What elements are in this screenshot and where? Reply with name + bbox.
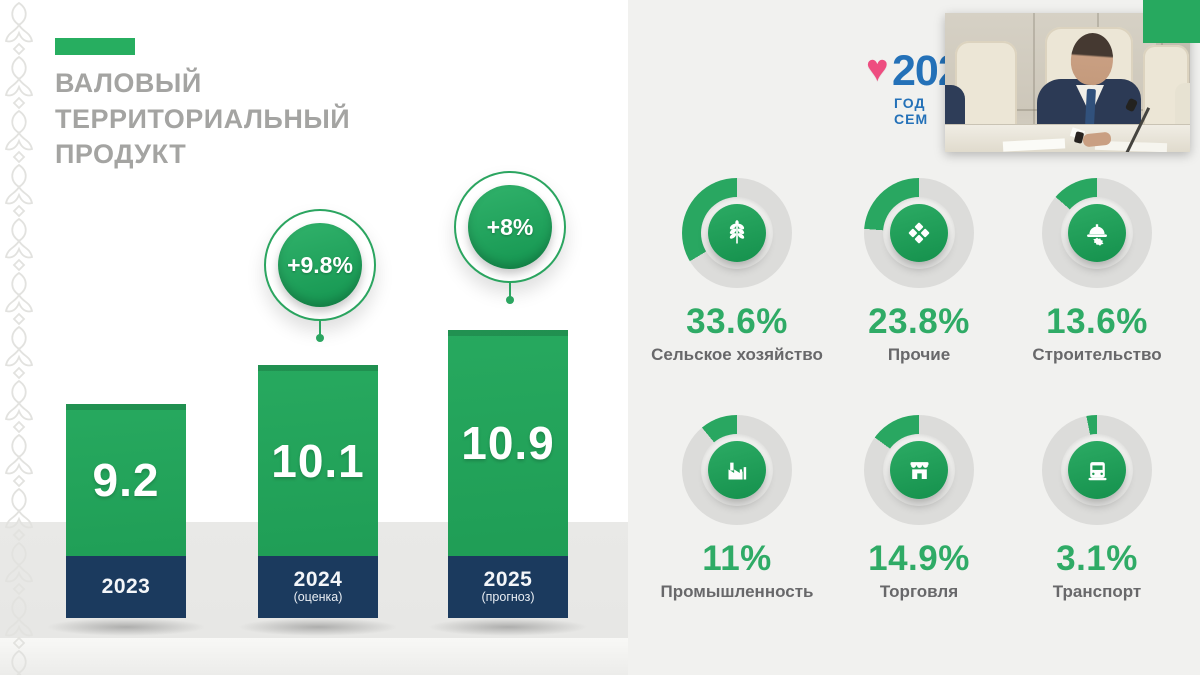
helmet-gear-icon: [1068, 204, 1126, 262]
sector-label: Прочие: [887, 345, 951, 364]
badge-dot: [506, 296, 514, 304]
bar-shadow: [46, 618, 206, 636]
sector-card-trade: 14.9% Торговля: [824, 415, 1014, 602]
sector-percent: 23.8%: [868, 302, 970, 341]
sector-label: Транспорт: [1052, 582, 1142, 601]
donut-hole: [883, 197, 955, 269]
speaker-tie: [1085, 88, 1096, 126]
sector-card-agriculture: 33.6% Сельское хозяйство: [642, 178, 832, 365]
donut-hole: [701, 434, 773, 506]
bar-shadow: [428, 618, 588, 636]
badge-value: +9.8%: [287, 251, 353, 278]
wall-seam: [1033, 13, 1035, 126]
page-title: ВАЛОВЫЙ ТЕРРИТОРИАЛЬНЫЙ ПРОДУКТ: [55, 66, 350, 173]
sector-percent: 3.1%: [1056, 539, 1138, 578]
bar-note: (оценка): [293, 590, 343, 605]
bar-note: (прогноз): [481, 590, 535, 605]
donut-chart-agriculture: [682, 178, 792, 288]
badge-dot: [316, 334, 324, 342]
donut-chart-others: [864, 178, 974, 288]
growth-badge-2024: +9.8%: [264, 209, 376, 342]
growth-badge-2025: +8%: [454, 171, 566, 304]
page-title-line: ТЕРРИТОРИАЛЬНЫЙ: [55, 103, 351, 134]
donut-chart-transport: [1042, 415, 1152, 525]
factory-icon: [708, 441, 766, 499]
bar-value: 9.2: [92, 454, 160, 506]
webcam-video: [945, 13, 1190, 152]
page-title-line: ВАЛОВЫЙ: [55, 68, 202, 98]
badge-circle: +8%: [454, 171, 566, 283]
bar-group-2023: 9.2 2023: [66, 404, 186, 618]
badge-inner: +9.8%: [278, 223, 362, 307]
bar-value: 10.9: [461, 417, 555, 469]
donut-chart-trade: [864, 415, 974, 525]
bar-base: 2025 (прогноз): [448, 556, 568, 618]
logo-number: 202: [892, 47, 962, 95]
page-title-line: ПРОДУКТ: [55, 139, 187, 170]
sector-percent: 13.6%: [1046, 302, 1148, 341]
shop-icon: [890, 441, 948, 499]
donut-chart-construction: [1042, 178, 1152, 288]
family-year-logo: ♥ 202 ГОД СЕМ: [866, 47, 962, 128]
office-chair: [955, 41, 1017, 137]
sector-card-construction: 13.6% Строительство: [1002, 178, 1192, 365]
bar-year: 2024: [293, 568, 343, 592]
truck-icon: [1068, 441, 1126, 499]
sector-percent: 11%: [702, 539, 772, 578]
bar-year: 2023: [101, 574, 151, 598]
bar-2023: 9.2 2023: [66, 404, 186, 618]
bar-year: 2025: [483, 568, 533, 592]
wheat-icon: [708, 204, 766, 262]
donut-chart-industry: [682, 415, 792, 525]
bar-shadow: [238, 618, 398, 636]
bar-base: 2023: [66, 556, 186, 618]
corner-accent-square: [1143, 0, 1200, 43]
badge-circle: +9.8%: [264, 209, 376, 321]
sector-label: Сельское хозяйство: [651, 345, 823, 364]
donut-hole: [1061, 197, 1133, 269]
badge-inner: +8%: [468, 185, 552, 269]
bar-2024: 10.1 2024 (оценка): [258, 365, 378, 618]
sector-label: Торговля: [879, 582, 959, 601]
bar-2025: 10.9 2025 (прогноз): [448, 330, 568, 618]
sector-label: Промышленность: [660, 582, 814, 601]
badge-stem: [509, 283, 511, 297]
sector-card-others: 23.8% Прочие: [824, 178, 1014, 365]
floor-edge-highlight: [0, 638, 628, 675]
sector-label: Строительство: [1032, 345, 1162, 364]
donut-hole: [883, 434, 955, 506]
title-accent-bar: [55, 38, 135, 55]
sector-card-transport: 3.1% Транспорт: [1002, 415, 1192, 602]
badge-stem: [319, 321, 321, 335]
logo-caption: ГОД СЕМ: [894, 95, 929, 127]
sector-percent: 33.6%: [686, 302, 788, 341]
bar-group-2024: 10.1 2024 (оценка): [258, 365, 378, 618]
sector-card-industry: 11% Промышленность: [642, 415, 832, 602]
donut-hole: [1061, 434, 1133, 506]
heart-icon: ♥: [866, 48, 889, 90]
badge-value: +8%: [486, 213, 534, 240]
donut-hole: [701, 197, 773, 269]
bar-group-2025: 10.9 2025 (прогноз): [448, 330, 568, 618]
bar-base: 2024 (оценка): [258, 556, 378, 618]
ornament-border-pattern: [5, 2, 33, 675]
bar-value: 10.1: [271, 434, 365, 487]
tiles-icon: [890, 204, 948, 262]
sector-percent: 14.9%: [868, 539, 970, 578]
